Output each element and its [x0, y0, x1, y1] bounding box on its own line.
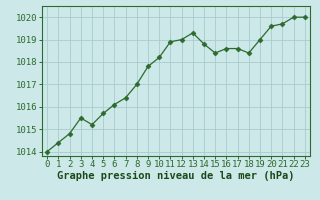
X-axis label: Graphe pression niveau de la mer (hPa): Graphe pression niveau de la mer (hPa) [57, 171, 295, 181]
